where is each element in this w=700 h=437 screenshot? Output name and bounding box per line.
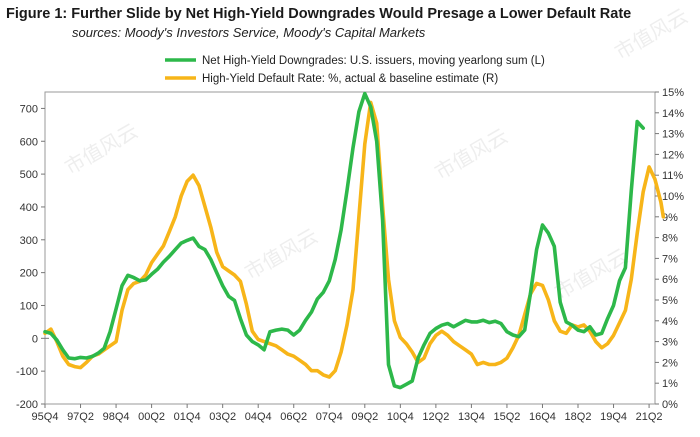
right-axis-tick-label: 3% <box>662 337 678 349</box>
x-axis-tick-label: 18Q2 <box>565 411 592 423</box>
right-axis: 0% 1% 2% 3% 4% 5% 6% 7% 8% 9% 10% 11% 12% 13% 14% 15% <box>655 87 684 411</box>
left-axis: -200 -100 0 100 200 300 400 500 600 700 <box>16 103 49 411</box>
right-axis-tick-label: 13% <box>662 129 684 141</box>
right-axis-tick-label: 12% <box>662 149 684 161</box>
watermark-text: 市值风云 <box>241 224 322 285</box>
left-axis-tick-label: 600 <box>20 136 38 148</box>
x-axis-tick-label: 21Q2 <box>636 411 663 423</box>
x-axis-tick-label: 07Q4 <box>316 411 343 423</box>
left-axis-tick-label: 100 <box>20 300 38 312</box>
right-axis-tick-label: 5% <box>662 295 678 307</box>
left-axis-tick-label: -200 <box>16 399 38 411</box>
right-axis-tick-label: 7% <box>662 253 678 265</box>
legend: Net High-Yield Downgrades: U.S. issuers,… <box>165 55 545 85</box>
x-axis-tick-label: 98Q4 <box>103 411 130 423</box>
x-axis-tick-label: 09Q2 <box>351 411 378 423</box>
x-axis-tick-label: 19Q4 <box>600 411 627 423</box>
right-axis-tick-label: 0% <box>662 399 678 411</box>
series-line-net-downgrades <box>43 91 646 390</box>
right-axis-tick-label: 2% <box>662 357 678 369</box>
x-axis-tick-label: 16Q4 <box>529 411 556 423</box>
chart-subtitle: sources: Moody's Investors Service, Mood… <box>72 25 426 40</box>
x-axis-tick-label: 12Q2 <box>422 411 449 423</box>
series-line-default-rate <box>43 100 666 379</box>
x-axis-tick-label: 15Q2 <box>493 411 520 423</box>
legend-label-default-rate: High-Yield Default Rate: %, actual & bas… <box>202 73 498 85</box>
x-axis: 95Q4 97Q2 98Q4 00Q2 01Q4 03Q2 04Q4 06Q2 07Q4 09Q2… <box>32 404 663 423</box>
right-axis-tick-label: 11% <box>662 170 683 182</box>
left-axis-tick-label: 300 <box>20 235 38 247</box>
x-axis-tick-label: 10Q4 <box>387 411 414 423</box>
right-axis-tick-label: 6% <box>662 274 678 286</box>
right-axis-tick-label: 14% <box>662 108 684 120</box>
x-axis-tick-label: 97Q2 <box>67 411 94 423</box>
x-axis-tick-label: 95Q4 <box>32 411 59 423</box>
right-axis-tick-label: 15% <box>662 87 684 99</box>
watermark-text: 市值风云 <box>611 4 692 65</box>
left-axis-tick-label: 500 <box>20 169 38 181</box>
x-axis-tick-label: 06Q2 <box>280 411 307 423</box>
chart-title: Figure 1: Further Slide by Net High-Yiel… <box>6 6 632 22</box>
right-axis-tick-label: 10% <box>662 191 684 203</box>
x-axis-tick-label: 00Q2 <box>138 411 165 423</box>
x-axis-tick-label: 04Q4 <box>245 411 272 423</box>
series-lines <box>43 91 666 390</box>
x-axis-tick-label: 13Q4 <box>458 411 485 423</box>
right-axis-tick-label: 9% <box>662 212 678 224</box>
left-axis-tick-label: -100 <box>16 366 38 378</box>
watermark-text: 市值风云 <box>431 124 512 185</box>
left-axis-tick-label: 200 <box>20 268 38 280</box>
right-axis-tick-label: 1% <box>662 378 678 390</box>
left-axis-tick-label: 0 <box>32 333 38 345</box>
watermark-text: 市值风云 <box>551 244 632 305</box>
left-axis-tick-label: 400 <box>20 202 38 214</box>
right-axis-tick-label: 8% <box>662 233 678 245</box>
left-axis-tick-label: 700 <box>20 103 38 115</box>
x-axis-tick-label: 03Q2 <box>209 411 236 423</box>
legend-label-downgrades: Net High-Yield Downgrades: U.S. issuers,… <box>202 55 545 67</box>
x-axis-tick-label: 01Q4 <box>174 411 201 423</box>
watermark-text: 市值风云 <box>61 119 142 180</box>
right-axis-tick-label: 4% <box>662 316 678 328</box>
plot-area-frame <box>44 91 656 405</box>
